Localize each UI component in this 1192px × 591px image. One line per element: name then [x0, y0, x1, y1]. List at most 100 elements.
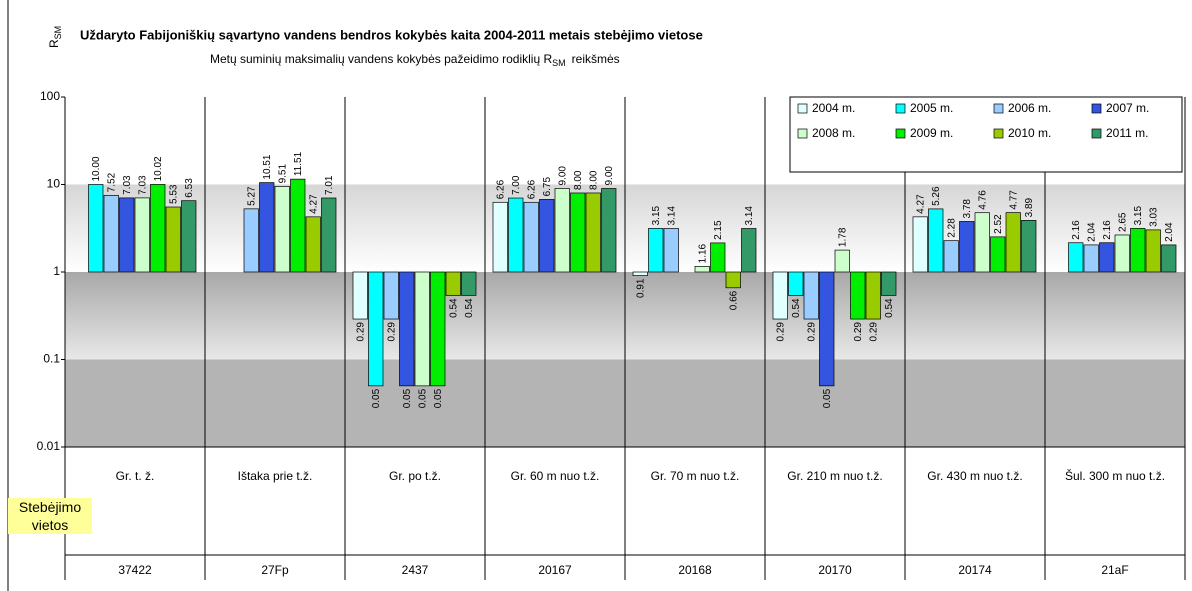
bar — [865, 271, 881, 320]
bar — [259, 182, 275, 273]
value-label: 1.78 — [837, 227, 848, 247]
y-label-text: R — [47, 39, 61, 48]
category-code: 27Fp — [261, 563, 289, 577]
subtitle-text: Metų suminių maksimalių vandens kokybės … — [210, 52, 552, 66]
legend-label: 2009 m. — [910, 126, 953, 140]
x-tick-label: Gr. 60 m nuo t.ž. — [511, 469, 600, 483]
value-label: 3.78 — [962, 199, 973, 219]
value-label: 0.05 — [402, 388, 413, 408]
value-label: 10.00 — [91, 156, 102, 181]
row-label: Stebėjimo vietos — [8, 498, 92, 534]
subtitle-after: reikšmės — [572, 52, 620, 66]
bar — [414, 271, 430, 387]
bar — [741, 228, 757, 273]
value-label: 0.05 — [417, 388, 428, 408]
value-label: 5.53 — [168, 184, 179, 204]
bar — [803, 271, 819, 320]
y-tick-label: 100 — [40, 89, 60, 103]
value-label: 0.29 — [386, 322, 397, 342]
legend-swatch — [1091, 103, 1102, 114]
legend-swatch — [1091, 128, 1102, 139]
bar — [88, 184, 104, 273]
legend-swatch — [993, 128, 1004, 139]
category-code: 21aF — [1101, 563, 1128, 577]
value-label: 2.04 — [1086, 222, 1097, 242]
legend-swatch — [895, 128, 906, 139]
legend-label: 2010 m. — [1008, 126, 1051, 140]
bar — [274, 186, 290, 273]
bar — [928, 208, 944, 273]
y-tick-label: 0.1 — [43, 352, 60, 366]
x-tick-label: Gr. po t.ž. — [389, 469, 441, 483]
legend-label: 2008 m. — [812, 126, 855, 140]
bar — [150, 184, 166, 273]
value-label: 0.29 — [853, 322, 864, 342]
bar — [974, 212, 990, 273]
bar — [1099, 242, 1115, 273]
value-label: 7.01 — [324, 175, 335, 195]
value-label: 0.91 — [635, 278, 646, 298]
value-label: 2.16 — [1102, 220, 1113, 240]
bar — [585, 192, 601, 273]
bar — [772, 271, 788, 320]
legend-swatch — [797, 103, 808, 114]
value-label: 0.54 — [464, 298, 475, 318]
chart-title: Uždaryto Fabijoniškių sąvartyno vandens … — [80, 27, 703, 42]
x-tick-label: Gr. 430 m nuo t.ž. — [927, 469, 1022, 483]
legend-label: 2005 m. — [910, 101, 953, 115]
category-code: 20167 — [538, 563, 572, 577]
category-code: 20170 — [818, 563, 852, 577]
x-tick-label: Gr. 210 m nuo t.ž. — [787, 469, 882, 483]
value-label: 7.52 — [106, 172, 117, 192]
value-label: 4.27 — [308, 194, 319, 214]
legend-label: 2004 m. — [812, 101, 855, 115]
value-label: 0.29 — [355, 322, 366, 342]
value-label: 3.03 — [1148, 207, 1159, 227]
value-label: 3.89 — [1024, 197, 1035, 217]
value-label: 2.04 — [1164, 222, 1175, 242]
bar — [834, 249, 850, 273]
legend-swatch — [993, 103, 1004, 114]
value-label: 2.52 — [993, 214, 1004, 234]
y-label-sub: SM — [53, 26, 63, 40]
bar — [725, 271, 741, 289]
legend-label: 2007 m. — [1106, 101, 1149, 115]
value-label: 10.02 — [153, 156, 164, 181]
bar — [1145, 229, 1161, 273]
bar — [1068, 242, 1084, 273]
legend-label: 2006 m. — [1008, 101, 1051, 115]
bar — [539, 199, 555, 273]
value-label: 0.66 — [728, 290, 739, 310]
bar — [508, 197, 524, 273]
bar — [959, 221, 975, 273]
value-label: 0.54 — [448, 298, 459, 318]
bar — [912, 216, 928, 273]
category-code: 37422 — [118, 563, 152, 577]
bar — [819, 271, 835, 387]
value-label: 0.05 — [822, 388, 833, 408]
y-tick-label: 10 — [47, 177, 61, 191]
value-label: 3.14 — [666, 206, 677, 226]
bar — [1083, 244, 1099, 273]
bar — [1005, 212, 1021, 273]
bar — [243, 208, 259, 273]
category-code: 20174 — [958, 563, 992, 577]
value-label: 11.51 — [293, 151, 304, 176]
bar — [990, 236, 1006, 273]
value-label: 0.29 — [775, 322, 786, 342]
value-label: 6.26 — [526, 179, 537, 199]
bar — [134, 197, 150, 273]
value-label: 7.03 — [137, 175, 148, 195]
value-label: 3.15 — [651, 205, 662, 225]
chart-subtitle: Metų suminių maksimalių vandens kokybės … — [210, 52, 620, 68]
x-tick-label: Ištaka prie t.ž. — [238, 469, 313, 483]
value-label: 0.29 — [868, 322, 879, 342]
bar — [119, 197, 135, 273]
bar — [1130, 228, 1146, 273]
y-tick-label: 1 — [53, 264, 60, 278]
bar — [165, 206, 181, 273]
bar — [492, 201, 508, 273]
value-label: 8.00 — [573, 170, 584, 190]
value-label: 0.54 — [791, 298, 802, 318]
